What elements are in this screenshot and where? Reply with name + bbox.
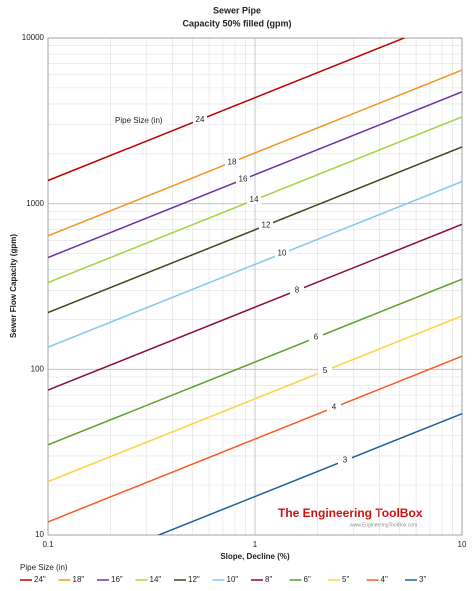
- series-line: [48, 355, 462, 523]
- series-line: [48, 180, 462, 348]
- line-label: 12: [262, 220, 271, 229]
- legend-label: 10": [227, 575, 239, 584]
- line-label: 18: [228, 157, 237, 166]
- watermark-bg: [272, 506, 450, 528]
- line-label-bg: [193, 115, 207, 124]
- legend-label: 6": [304, 575, 311, 584]
- line-label: 6: [314, 333, 319, 342]
- line-label: 14: [250, 195, 259, 204]
- line-label-bg: [247, 196, 261, 205]
- line-label: 3: [343, 456, 348, 465]
- line-label-bg: [338, 456, 352, 465]
- legend-label: 12": [188, 575, 200, 584]
- y-tick-label: 100: [31, 364, 45, 373]
- legend-label: 24": [34, 575, 46, 584]
- chart-title: Sewer Pipe: [213, 5, 261, 15]
- series-line: [48, 278, 462, 446]
- line-label: 24: [196, 115, 205, 124]
- legend-label: 4": [381, 575, 388, 584]
- watermark: The Engineering ToolBox: [278, 506, 423, 520]
- series-line: [48, 91, 462, 259]
- chart-subtitle: Capacity 50% filled (gpm): [182, 18, 291, 28]
- legend-title: Pipe Size (in): [20, 563, 68, 572]
- series-line: [48, 38, 407, 182]
- series-line: [48, 69, 462, 237]
- legend-label: 16": [111, 575, 123, 584]
- line-label-bg: [327, 403, 341, 412]
- legend-label: 5": [342, 575, 349, 584]
- x-tick-label: 1: [253, 540, 258, 549]
- legend-label: 18": [73, 575, 85, 584]
- legend-label: 8": [265, 575, 272, 584]
- watermark-url: www.EngineeringToolBox.com: [350, 522, 417, 528]
- plot-frame: [47, 37, 463, 536]
- line-label: 10: [278, 249, 287, 258]
- y-tick-label: 10000: [22, 33, 45, 42]
- line-label: 8: [295, 286, 300, 295]
- series-line: [48, 223, 462, 391]
- annotation: Pipe Size (in): [115, 116, 163, 125]
- line-label-bg: [259, 221, 273, 230]
- series-line: [48, 146, 462, 314]
- line-label: 5: [323, 366, 328, 375]
- y-tick-label: 1000: [26, 199, 44, 208]
- x-axis-label: Slope, Decline (%): [220, 552, 290, 561]
- line-label: 16: [239, 175, 248, 184]
- line-label-bg: [225, 158, 239, 167]
- legend-label: 14": [150, 575, 162, 584]
- series-line: [48, 315, 462, 483]
- legend-label: 3": [419, 575, 426, 584]
- x-tick-label: 0.1: [42, 540, 54, 549]
- x-tick-label: 10: [458, 540, 467, 549]
- plot-lines: [48, 38, 462, 535]
- line-label-bg: [236, 175, 250, 184]
- y-axis-label: Sewer Flow Capacity (gpm): [9, 234, 18, 338]
- line-label: 4: [332, 403, 337, 412]
- line-label-bg: [290, 286, 304, 295]
- series-line: [156, 412, 462, 535]
- line-label-bg: [318, 366, 332, 375]
- line-label-bg: [309, 333, 323, 342]
- y-tick-label: 10: [35, 530, 44, 539]
- line-label-bg: [275, 249, 289, 258]
